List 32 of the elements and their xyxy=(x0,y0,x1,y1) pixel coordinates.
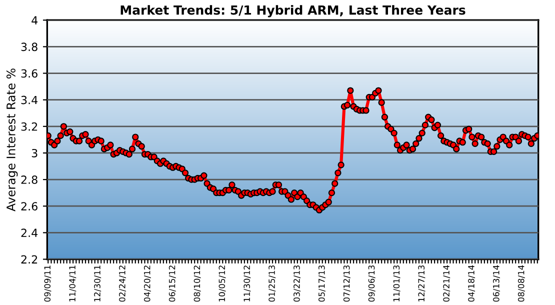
x-tick-label: 04/20/12 xyxy=(144,266,151,302)
x-tick-label: 11/30/12 xyxy=(244,266,251,302)
y-tick-label: 3.2 xyxy=(21,122,38,131)
x-tick-label: 06/13/14 xyxy=(493,265,500,302)
x-tick-label: 08/10/12 xyxy=(194,266,201,302)
x-tick-label: 04/18/14 xyxy=(468,265,476,302)
x-tick-label: 11/04/11 xyxy=(69,266,76,302)
y-tick-label: 3 xyxy=(32,148,38,158)
x-tick-label: 12/27/13 xyxy=(418,265,426,302)
chart-title: Market Trends: 5/1 Hybrid ARM, Last Three Years xyxy=(120,5,466,18)
y-tick-label: 2.6 xyxy=(21,202,38,210)
y-tick-label: 3.4 xyxy=(21,96,38,104)
x-tick-label: 11/01/13 xyxy=(393,265,400,302)
x-tick-label: 05/17/13 xyxy=(318,265,326,302)
x-tick-label: 12/30/11 xyxy=(94,266,102,302)
x-tick-label: 02/24/12 xyxy=(119,266,126,302)
x-tick-label: 07/12/13 xyxy=(343,265,350,302)
y-tick-label: 2.4 xyxy=(21,228,38,237)
x-tick-label: 03/22/13 xyxy=(294,265,301,302)
y-tick-label: 4 xyxy=(32,16,38,24)
x-tick-label: 10/05/12 xyxy=(218,266,226,302)
y-tick-label: 2.8 xyxy=(21,176,38,184)
x-tick-label: 02/21/14 xyxy=(443,265,450,302)
y-tick-label: 3.6 xyxy=(21,69,38,78)
x-tick-label: 06/15/12 xyxy=(168,266,176,302)
x-tick-label: 09/09/11 xyxy=(44,266,52,302)
y-tick-label: 3.8 xyxy=(21,42,38,52)
x-tick-label: 08/08/14 xyxy=(518,265,525,302)
x-tick-label: 09/06/13 xyxy=(368,265,376,302)
y-tick-label: 2.2 xyxy=(21,255,38,264)
x-tick-label: 01/25/13 xyxy=(268,265,276,302)
y-axis-title: Average Interest Rate % xyxy=(6,68,18,212)
